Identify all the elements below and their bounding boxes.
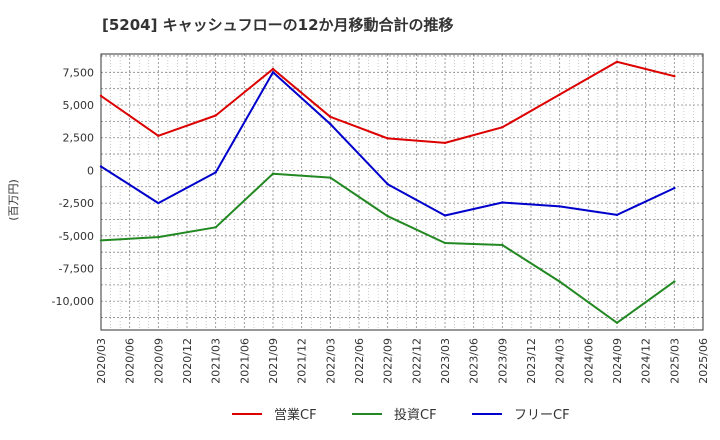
grid-layer [100,54,704,330]
legend-label: 営業CF [274,407,317,423]
x-tick-label: 2025/03 [668,338,681,384]
y-tick-label: 5,000 [63,99,95,112]
data-point [443,141,447,145]
data-point [558,205,561,208]
chart-title: [5204] キャッシュフローの12か月移動合計の推移 [102,16,454,34]
data-point [157,134,160,137]
data-point [501,126,504,129]
x-tick-label: 2024/06 [582,338,595,384]
series-line-2 [100,172,675,324]
data-point [386,137,389,140]
data-point [501,201,504,204]
data-point [271,172,275,175]
data-point [329,122,332,126]
data-point [329,176,332,179]
y-tick-label: 2,500 [63,132,95,145]
data-point [386,214,389,218]
x-tick-label: 2022/06 [353,338,366,384]
data-point [386,182,389,186]
x-tick-label: 2022/09 [382,338,395,384]
data-point [673,280,676,283]
x-tick-label: 2020/09 [152,338,165,384]
data-point [443,214,447,217]
legend: 営業CF 投資CF フリーCF [232,407,570,423]
data-point [214,171,217,174]
y-tick-label: 0 [87,164,94,177]
series-layer [99,60,676,325]
data-point [615,321,619,325]
x-tick-label: 2025/06 [697,338,710,384]
data-point [99,94,103,98]
legend-label: フリーCF [514,408,570,423]
y-tick-label: 7,500 [63,66,95,79]
x-tick-label: 2021/09 [267,338,280,384]
data-point [673,186,676,190]
data-point [501,243,504,247]
data-point [443,241,447,245]
data-point [214,226,217,229]
x-tick-label: 2021/06 [238,338,251,384]
x-tick-label: 2020/03 [95,338,108,384]
data-point [157,201,160,205]
data-point [615,60,619,64]
x-tick-label: 2024/03 [554,338,567,384]
data-point [329,115,332,118]
x-tick-labels: 2020/03 2020/06 2020/09 2020/12 2021/03 2021/… [95,338,710,384]
x-tick-label: 2023/09 [496,338,509,384]
data-point [558,93,561,96]
x-tick-label: 2021/12 [296,338,309,384]
y-tick-label: -7,500 [59,263,94,276]
data-point [615,213,619,217]
y-tick-label: -10,000 [52,295,94,308]
y-tick-label: -2,500 [59,197,94,210]
x-tick-label: 2023/12 [525,338,538,384]
x-tick-label: 2024/12 [640,338,653,384]
y-tick-labels: 7,500 5,000 2,500 0 -2,500 -5,000 -7,500 -10,00… [52,66,94,308]
x-tick-label: 2022/03 [324,338,337,384]
data-point [214,114,217,117]
data-point [271,71,275,74]
data-point [99,239,103,242]
y-axis-label: (百万円) [7,179,20,221]
x-tick-label: 2023/06 [468,338,481,384]
x-tick-label: 2023/03 [439,338,452,384]
x-tick-label: 2021/03 [210,338,223,384]
x-tick-label: 2022/12 [410,338,423,384]
x-tick-label: 2024/09 [611,338,624,384]
y-tick-label: -5,000 [59,230,94,243]
plot-frame [100,53,704,331]
x-tick-label: 2020/12 [181,338,194,384]
data-point [558,280,561,283]
legend-label: 投資CF [394,407,437,423]
data-point [99,165,103,168]
data-point [271,67,275,71]
data-point [157,235,160,239]
x-tick-label: 2020/06 [124,338,137,384]
data-point [673,75,676,78]
